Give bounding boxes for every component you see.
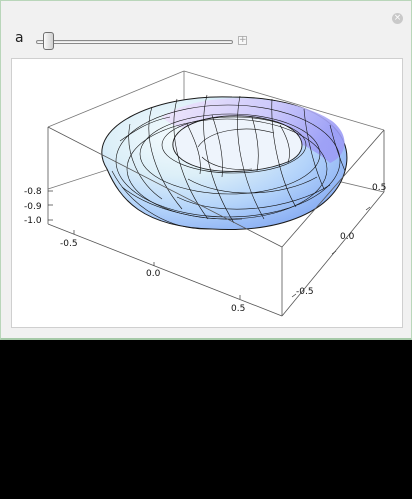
y-tick-label: 0.5 — [372, 183, 386, 193]
x-tick-label: 0.5 — [231, 304, 245, 314]
torus-surface — [101, 96, 348, 230]
z-tick-label: -1.0 — [24, 216, 42, 226]
x-tick-label: -0.5 — [60, 239, 78, 249]
x-tick-label: 0.0 — [146, 269, 161, 279]
slider-thumb[interactable] — [43, 32, 55, 50]
y-tick-label: 0.0 — [340, 232, 355, 242]
y-tick-label: -0.5 — [296, 287, 314, 297]
slider-variable-label: a — [15, 30, 24, 46]
z-tick-label: -0.8 — [24, 187, 42, 197]
bounding-box-front — [47, 126, 385, 317]
y-axis-ticks: 0.5 0.0 -0.5 — [296, 183, 386, 297]
close-icon[interactable]: × — [392, 13, 403, 24]
x-axis-ticks: -0.5 0.0 0.5 — [60, 239, 245, 314]
tick-marks — [48, 190, 371, 299]
expand-controls-button[interactable]: + — [238, 35, 247, 45]
z-axis-ticks: -0.8 -0.9 -1.0 — [24, 187, 42, 226]
slider-track[interactable] — [36, 40, 233, 44]
surface-mesh — [111, 94, 346, 230]
plot-output-area: -0.8 -0.9 -1.0 -0.5 0.0 0.5 0.5 0.0 -0.5 — [11, 58, 403, 328]
z-tick-label: -0.9 — [24, 202, 42, 212]
manipulate-panel: × a + — [0, 0, 412, 340]
3d-plot[interactable]: -0.8 -0.9 -1.0 -0.5 0.0 0.5 0.5 0.0 -0.5 — [12, 59, 404, 329]
